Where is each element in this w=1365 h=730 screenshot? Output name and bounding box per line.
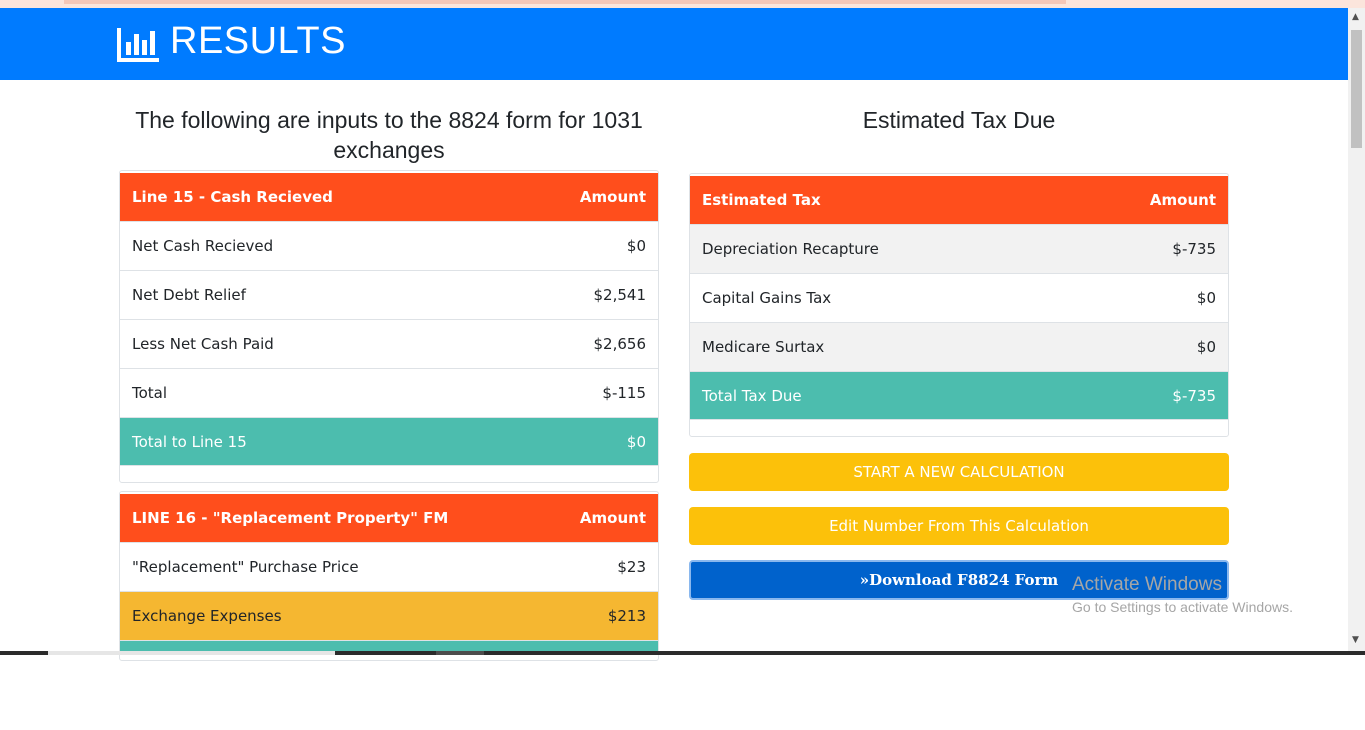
row-amount: $213 <box>607 607 646 625</box>
line16-total-row-partial <box>120 641 658 651</box>
line15-header-label: Line 15 - Cash Recieved <box>132 188 333 206</box>
row-amount: $2,656 <box>593 335 647 353</box>
row-amount: $2,541 <box>593 286 647 304</box>
estimated-tax-table: Estimated Tax Amount Depreciation Recapt… <box>689 173 1229 437</box>
line15-table: Line 15 - Cash Recieved Amount Net Cash … <box>119 170 659 483</box>
taskbar-edge <box>0 651 1365 655</box>
line15-header-amount: Amount <box>579 188 646 206</box>
double-chevron-right-icon: » <box>859 571 870 589</box>
taskbar-segment <box>436 651 484 655</box>
total-tax-row: Total Tax Due $-735 <box>690 372 1228 420</box>
download-button-label: Download F8824 Form <box>869 571 1059 589</box>
row-amount: $0 <box>626 237 646 255</box>
row-label: Total Tax Due <box>702 387 802 405</box>
form-inputs-heading: The following are inputs to the 8824 for… <box>135 107 643 163</box>
tax-header-amount: Amount <box>1149 191 1216 209</box>
row-amount: $0 <box>626 433 646 451</box>
table-row: "Replacement" Purchase Price $23 <box>120 543 658 592</box>
table-row: Total $-115 <box>120 369 658 418</box>
browser-top-strip-highlight <box>64 0 1066 4</box>
activate-windows-title: Activate Windows <box>1072 574 1222 595</box>
row-label: Total to Line 15 <box>132 433 247 451</box>
edit-calculation-button[interactable]: Edit Number From This Calculation <box>689 507 1229 545</box>
line15-header-row: Line 15 - Cash Recieved Amount <box>120 173 658 222</box>
table-row: Net Debt Relief $2,541 <box>120 271 658 320</box>
start-new-calculation-button[interactable]: START A NEW CALCULATION <box>689 453 1229 491</box>
table-row: Exchange Expenses $213 <box>120 592 658 641</box>
row-label: Capital Gains Tax <box>702 289 832 307</box>
row-label: Total <box>132 384 168 402</box>
scroll-up-icon[interactable]: ▲ <box>1352 12 1359 22</box>
bar-chart-icon <box>117 28 159 62</box>
row-label: Net Debt Relief <box>132 286 246 304</box>
results-header: RESULTS <box>0 8 1348 80</box>
line15-total-row: Total to Line 15 $0 <box>120 418 658 466</box>
page-scrollbar[interactable]: ▲ ▼ <box>1348 8 1365 653</box>
table-row: Net Cash Recieved $0 <box>120 222 658 271</box>
page-title: RESULTS <box>170 20 346 62</box>
tax-header-label: Estimated Tax <box>702 191 821 209</box>
row-label: Exchange Expenses <box>132 607 282 625</box>
tax-header-row: Estimated Tax Amount <box>690 176 1228 225</box>
line16-table: LINE 16 - "Replacement Property" FM Amou… <box>119 491 659 661</box>
table-row: Depreciation Recapture $-735 <box>690 225 1228 274</box>
table-row: Capital Gains Tax $0 <box>690 274 1228 323</box>
table-row: Less Net Cash Paid $2,656 <box>120 320 658 369</box>
line16-header-row: LINE 16 - "Replacement Property" FM Amou… <box>120 494 658 543</box>
row-label: Net Cash Recieved <box>132 237 274 255</box>
row-amount: $-735 <box>1172 387 1216 405</box>
row-amount: $0 <box>1196 338 1216 356</box>
row-amount: $23 <box>617 558 646 576</box>
line16-header-amount: Amount <box>579 509 646 527</box>
row-label: Depreciation Recapture <box>702 240 879 258</box>
row-label: Less Net Cash Paid <box>132 335 274 353</box>
row-amount: $0 <box>1196 289 1216 307</box>
row-label: "Replacement" Purchase Price <box>132 558 359 576</box>
table-row: Medicare Surtax $0 <box>690 323 1228 372</box>
activate-windows-subtitle: Go to Settings to activate Windows. <box>1072 599 1293 615</box>
scrollbar-thumb[interactable] <box>1351 30 1362 148</box>
scroll-down-icon[interactable]: ▼ <box>1352 635 1359 645</box>
line16-header-label: LINE 16 - "Replacement Property" FM <box>132 509 449 527</box>
row-amount: $-115 <box>602 384 646 402</box>
estimated-tax-heading: Estimated Tax Due <box>862 107 1056 133</box>
download-f8824-button[interactable]: »Download F8824 Form <box>689 560 1229 600</box>
row-label: Medicare Surtax <box>702 338 825 356</box>
taskbar-segment <box>48 651 335 655</box>
browser-top-strip <box>0 0 1365 8</box>
row-amount: $-735 <box>1172 240 1216 258</box>
